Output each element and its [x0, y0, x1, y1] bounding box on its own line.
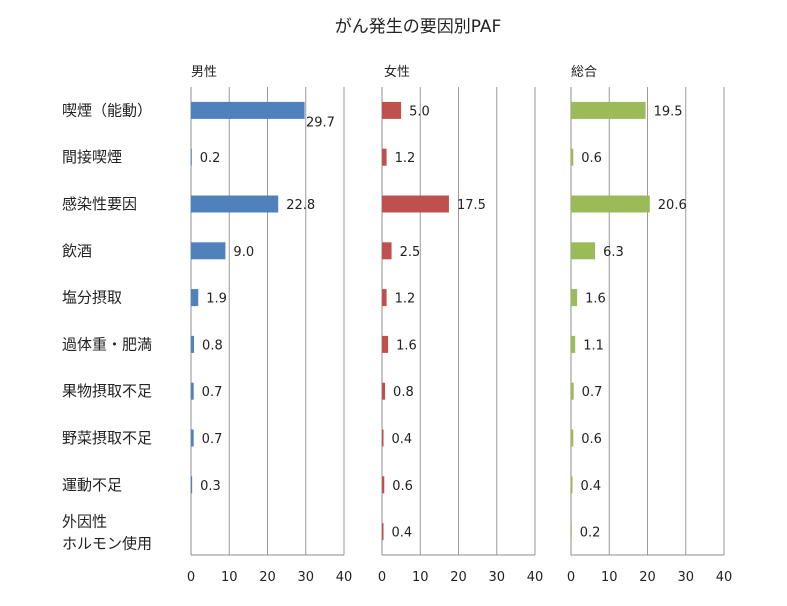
- data-label: 2.5: [400, 245, 421, 260]
- bar: [191, 429, 194, 447]
- data-label: 1.2: [395, 151, 416, 166]
- x-tick-label: 40: [716, 570, 733, 585]
- data-label: 0.7: [202, 432, 223, 447]
- data-label: 1.6: [396, 338, 417, 353]
- panel-2: 女性 0 10 20 30 40 5.0 1.2 17.5 2.5 1.2 1.6 0.8 0.4 0.6 0…: [378, 64, 543, 585]
- data-label: 0.4: [581, 479, 602, 494]
- x-tick-label: 30: [677, 570, 694, 585]
- x-tick-label: 20: [259, 570, 276, 585]
- data-label: 0.2: [580, 526, 601, 541]
- bar: [191, 335, 195, 353]
- data-label: 0.8: [202, 338, 223, 353]
- category-label: 外因性: [62, 513, 107, 531]
- chart-panels: 男性 0 10 20 30 40 29.7 0.2 22.8 9.0 1.9 0.8 0.7 0.7 0.3…: [187, 64, 732, 585]
- x-tick-label: 40: [527, 570, 544, 585]
- bar: [191, 148, 192, 166]
- bar: [571, 195, 650, 213]
- category-label: ホルモン使用: [62, 535, 152, 553]
- panel-title: 女性: [384, 64, 410, 80]
- bar: [571, 382, 574, 400]
- chart-title: がん発生の要因別PAF: [335, 17, 502, 37]
- panel-title: 男性: [191, 65, 217, 80]
- bar: [571, 289, 578, 307]
- data-label: 0.4: [392, 432, 413, 447]
- bar: [571, 523, 572, 541]
- category-labels: 喫煙（能動） 間接喫煙感染性要因飲酒塩分摂取過体重・肥満果物摂取不足野菜摂取不足運…: [62, 101, 152, 552]
- bar: [571, 429, 574, 447]
- category-label: 塩分摂取: [62, 289, 122, 307]
- x-tick-label: 10: [601, 570, 618, 585]
- x-tick-label: 10: [221, 570, 238, 585]
- x-tick-label: 30: [297, 570, 314, 585]
- x-tick-label: 0: [187, 570, 195, 585]
- data-label: 0.2: [200, 151, 221, 166]
- bar: [191, 289, 199, 307]
- bar: [382, 148, 387, 166]
- bar: [191, 476, 193, 494]
- category-label: 過体重・肥満: [62, 335, 152, 353]
- data-label: 22.8: [286, 198, 315, 213]
- bar: [571, 101, 646, 119]
- panel-1: 男性 0 10 20 30 40 29.7 0.2 22.8 9.0 1.9 0.8 0.7 0.7 0.3: [187, 65, 352, 585]
- category-label: 運動不足: [62, 476, 122, 494]
- category-label: 野菜摂取不足: [62, 429, 152, 447]
- x-tick-label: 20: [639, 570, 656, 585]
- data-label: 5.0: [409, 104, 430, 119]
- bar: [191, 195, 279, 213]
- data-label: 0.6: [581, 432, 602, 447]
- bar: [571, 242, 596, 260]
- data-label: 0.6: [581, 151, 602, 166]
- data-label: 1.2: [395, 292, 416, 307]
- panel-3: 総合 0 10 20 30 40 19.5 0.6 20.6 6.3 1.6 1.1 0.7 0.6 0.4…: [567, 65, 732, 585]
- bar: [382, 195, 449, 213]
- panel-title: 総合: [571, 65, 597, 80]
- data-label: 1.9: [206, 292, 227, 307]
- bar: [382, 289, 387, 307]
- data-label: 19.5: [654, 104, 683, 119]
- data-label: 20.6: [658, 198, 687, 213]
- bar: [571, 148, 574, 166]
- bar: [382, 335, 389, 353]
- x-tick-label: 0: [378, 570, 386, 585]
- x-tick-label: 40: [336, 570, 353, 585]
- bar: [571, 476, 573, 494]
- data-label: 29.7: [306, 115, 335, 130]
- bar: [191, 382, 194, 400]
- x-tick-label: 20: [450, 570, 467, 585]
- bar: [571, 335, 576, 353]
- category-label: 間接喫煙: [62, 148, 122, 166]
- bar: [191, 101, 305, 119]
- bar: [191, 242, 226, 260]
- x-tick-label: 30: [488, 570, 505, 585]
- data-label: 0.6: [392, 479, 413, 494]
- bar: [382, 476, 385, 494]
- category-label: 喫煙（能動）: [62, 101, 152, 119]
- category-label: 果物摂取不足: [62, 382, 152, 400]
- x-tick-label: 0: [567, 570, 575, 585]
- data-label: 1.1: [583, 338, 604, 353]
- x-tick-label: 10: [412, 570, 429, 585]
- bar: [382, 429, 384, 447]
- data-label: 1.6: [585, 292, 606, 307]
- bar: [382, 242, 392, 260]
- data-label: 17.5: [457, 198, 486, 213]
- category-label: 感染性要因: [62, 195, 137, 213]
- data-label: 0.7: [582, 385, 603, 400]
- data-label: 0.8: [393, 385, 414, 400]
- data-label: 0.7: [202, 385, 223, 400]
- bar: [382, 101, 402, 119]
- data-label: 6.3: [603, 245, 624, 260]
- category-label: 飲酒: [62, 242, 92, 260]
- bar: [382, 523, 384, 541]
- data-label: 0.3: [200, 479, 221, 494]
- bar: [382, 382, 386, 400]
- data-label: 9.0: [233, 245, 254, 260]
- data-label: 0.4: [392, 526, 413, 541]
